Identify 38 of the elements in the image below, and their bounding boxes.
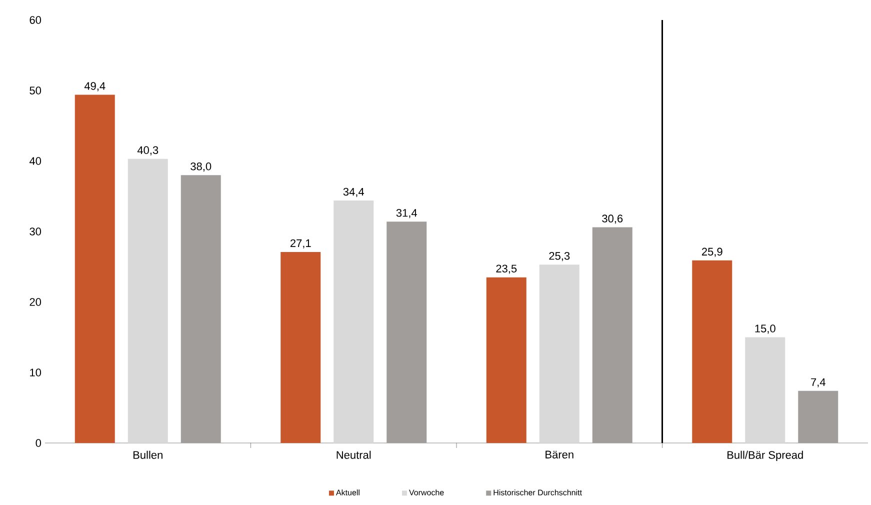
bar [798,390,838,443]
bar [280,252,321,443]
x-tick-label: Bullen [134,450,162,459]
y-tick-label: 0 [36,439,42,447]
bar [745,337,786,443]
bar [692,260,732,443]
bar [128,158,168,443]
y-tick-label: 30 [30,228,42,236]
x-tick-label: Neutral [336,450,371,459]
bar [386,222,427,443]
data-label: 34,4 [343,188,364,197]
data-label: 27,1 [290,239,311,248]
data-label: 7,4 [811,378,826,388]
data-label: 23,5 [496,264,517,274]
data-label: 15,0 [755,324,776,334]
x-tick-label: Bären [546,450,574,458]
data-label: 25,3 [549,252,570,262]
bar [180,175,221,443]
bar [334,200,374,443]
legend-label: Aktuell [336,489,360,496]
bar [74,94,115,443]
y-tick-label: 40 [29,157,42,165]
x-tick-label: Bull/Bär Spread [728,450,803,462]
data-label: 49,4 [84,82,106,92]
bar [539,264,580,443]
data-label: 38,0 [190,162,212,172]
data-label: 40,3 [137,146,158,156]
data-label: 25,9 [702,248,722,257]
y-tick-label: 50 [30,86,42,94]
bar [592,227,632,443]
bar [486,277,526,443]
legend-label: Historischer Durchschnitt [494,489,582,496]
data-label: 30,6 [602,214,623,224]
y-tick-label: 60 [30,16,42,24]
legend-label: Vorwoche [409,489,444,496]
y-tick-label: 20 [30,298,42,306]
data-label: 31,4 [396,209,417,218]
y-tick-label: 10 [30,368,42,376]
